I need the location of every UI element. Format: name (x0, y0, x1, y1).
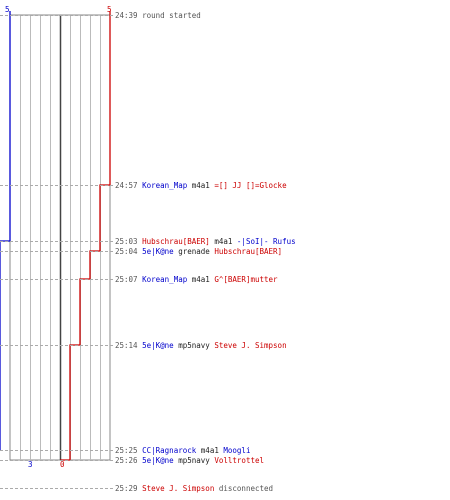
event-time: 25:25 (115, 446, 142, 455)
event-log-line: 25:26 5e|K@ne mp5navy Volltrottel (115, 456, 264, 465)
event-time: 25:26 (115, 456, 142, 465)
event-log-line: 25:14 5e|K@ne mp5navy Steve J. Simpson (115, 341, 287, 350)
event-weapon: grenade (178, 247, 214, 256)
event-log-line: 25:25 CC|Ragnarock m4a1 Moogli (115, 446, 250, 455)
blue-start-count: 5 (5, 5, 10, 14)
event-time: 24:39 (115, 11, 142, 20)
event-text: disconnected (219, 484, 273, 493)
event-victim: Steve J. Simpson (214, 341, 286, 350)
event-victim: =[] JJ []=Glocke (214, 181, 287, 190)
event-time: 25:14 (115, 341, 142, 350)
event-time: 24:57 (115, 181, 142, 190)
event-weapon: m4a1 (214, 237, 237, 246)
event-log-line: 24:57 Korean_Map m4a1 =[] JJ []=Glocke (115, 181, 287, 190)
event-time: 25:07 (115, 275, 142, 284)
event-actor: Steve J. Simpson (142, 484, 219, 493)
event-weapon: m4a1 (192, 275, 215, 284)
event-killer: Hubschrau[BAER] (142, 237, 214, 246)
event-victim: -|SoI|- Rufus (237, 237, 296, 246)
event-log: 24:39 round started 24:57 Korean_Map m4a1… (0, 11, 296, 493)
event-text: round started (142, 11, 201, 20)
event-killer: Korean_Map (142, 275, 192, 284)
event-log-line: 25:07 Korean_Map m4a1 G^[BAER]mutter (115, 275, 278, 284)
event-victim: Hubschrau[BAER] (214, 247, 282, 256)
event-victim: G^[BAER]mutter (214, 275, 278, 284)
event-victim: Moogli (223, 446, 250, 455)
event-log-line: 24:39 round started (115, 11, 201, 20)
event-killer: 5e|K@ne (142, 341, 178, 350)
grid-lines (9, 14, 111, 461)
red-end-count: 0 (60, 460, 65, 469)
event-log-line: 25:04 5e|K@ne grenade Hubschrau[BAER] (115, 247, 282, 256)
red-start-count: 5 (107, 5, 112, 14)
event-victim: Volltrottel (214, 456, 264, 465)
event-weapon: mp5navy (178, 456, 214, 465)
event-killer: 5e|K@ne (142, 247, 178, 256)
red-alive-line (60, 11, 111, 461)
event-time: 25:29 (115, 484, 142, 493)
event-killer: 5e|K@ne (142, 456, 178, 465)
axis-count-labels: 5 5 3 0 (5, 5, 112, 469)
event-killer: CC|Ragnarock (142, 446, 201, 455)
event-time: 25:04 (115, 247, 142, 256)
blue-alive-line (0, 11, 11, 451)
event-weapon: m4a1 (201, 446, 224, 455)
blue-end-count: 3 (28, 460, 33, 469)
event-killer: Korean_Map (142, 181, 192, 190)
alive-lines (0, 11, 111, 461)
event-weapon: mp5navy (178, 341, 214, 350)
event-time: 25:03 (115, 237, 142, 246)
event-weapon: m4a1 (192, 181, 215, 190)
event-log-line: 25:03 Hubschrau[BAER] m4a1 -|SoI|- Rufus (115, 237, 296, 246)
event-log-line: 25:29 Steve J. Simpson disconnected (115, 484, 273, 493)
